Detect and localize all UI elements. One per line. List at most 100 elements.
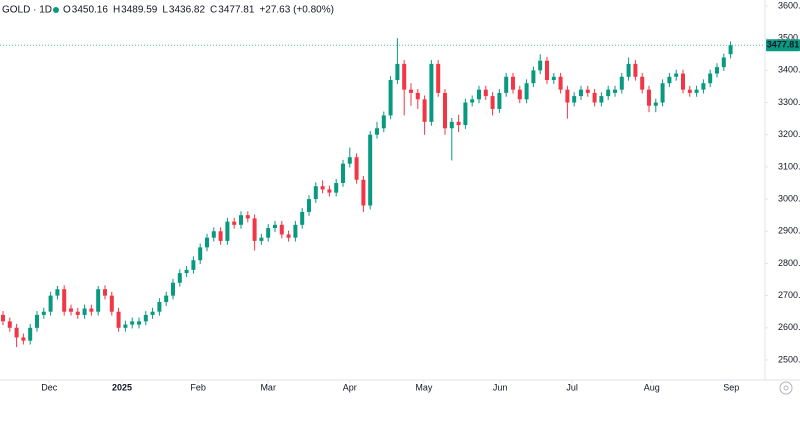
candle-body: [354, 157, 359, 180]
candle-body: [531, 70, 536, 84]
candle-body: [340, 163, 345, 183]
candle-body: [449, 121, 454, 129]
last-price-badge: [766, 39, 800, 52]
candle-body: [130, 321, 135, 325]
candle-body: [14, 327, 19, 338]
candle-body: [626, 63, 631, 77]
candle-body: [687, 89, 692, 93]
x-tick-label: Aug: [644, 382, 660, 392]
candle-body: [544, 60, 549, 81]
candle-body: [21, 337, 26, 341]
candle-body: [599, 96, 604, 103]
candle-body: [286, 234, 291, 238]
ohlc-key: H: [113, 5, 120, 16]
candle-body: [238, 215, 243, 225]
candle-body: [646, 89, 651, 106]
candle-body: [75, 311, 80, 315]
ohlc-value: 3489.59: [121, 5, 158, 16]
candle-body: [320, 186, 325, 190]
candle-body: [327, 189, 332, 193]
candle-body: [55, 289, 60, 296]
candle-body: [612, 89, 617, 93]
candle-body: [374, 128, 379, 135]
candle-body: [96, 289, 101, 312]
candle-body: [313, 186, 318, 200]
y-tick-label: 3500.00: [778, 33, 800, 43]
candle-body: [48, 295, 53, 312]
candle-body: [232, 221, 237, 225]
candle-body: [89, 308, 94, 312]
candle-body: [674, 73, 679, 77]
candle-body: [517, 89, 522, 100]
candle-body: [395, 63, 400, 81]
candle-body: [143, 314, 148, 322]
candle-body: [266, 228, 271, 238]
ohlc-value: 3450.16: [72, 5, 109, 16]
candle-body: [306, 199, 311, 212]
candle-body: [497, 92, 502, 109]
settings-icon-core: [783, 385, 789, 391]
candle-body: [0, 314, 5, 322]
y-tick-label: 2900.00: [778, 226, 800, 236]
x-tick-label: 2025: [112, 382, 132, 392]
candle-body: [184, 269, 189, 274]
ohlc-key: L: [162, 5, 168, 16]
candle-body: [368, 134, 373, 206]
candle-body: [592, 92, 597, 103]
x-tick-label: Dec: [41, 382, 58, 392]
x-tick-label: Jul: [566, 382, 578, 392]
candle-body: [619, 76, 624, 90]
candle-body: [116, 311, 121, 328]
candle-body: [157, 302, 162, 312]
y-tick-label: 3000.00: [778, 193, 800, 203]
candle-body: [470, 99, 475, 103]
candle-body: [41, 311, 46, 315]
candle-body: [708, 73, 713, 84]
candle-body: [728, 45, 733, 55]
ohlc-value: 3436.82: [169, 5, 206, 16]
last-price-label: 3477.81: [767, 40, 800, 50]
candle-body: [300, 211, 305, 225]
candle-body: [170, 282, 175, 296]
candle-body: [490, 96, 495, 109]
settings-icon[interactable]: [779, 381, 793, 395]
candle-body: [640, 76, 645, 90]
candle-body: [483, 89, 488, 97]
candle-body: [62, 289, 67, 312]
candle-body: [191, 260, 196, 270]
candle-body: [136, 321, 141, 325]
candle-body: [476, 89, 481, 100]
ohlc-value: 3477.81: [218, 5, 255, 16]
legend-header: GOLD · 1D O 3450.16 H 3489.59 L 3436.82 C 3477.…: [2, 5, 334, 16]
candle-body: [422, 99, 427, 122]
y-tick-label: 2500.00: [778, 354, 800, 364]
candle-body: [606, 89, 611, 97]
candle-body: [150, 311, 155, 315]
candle-body: [436, 63, 441, 93]
candle-body: [701, 83, 706, 90]
candle-body: [218, 231, 223, 241]
symbol: GOLD · 1D: [2, 5, 52, 16]
y-tick-label: 3100.00: [778, 161, 800, 171]
change: +27.63 (+0.80%): [259, 5, 334, 16]
candle-body: [415, 92, 420, 100]
candle-body: [578, 89, 583, 97]
candle-body: [653, 102, 658, 106]
candle-body: [388, 80, 393, 116]
candle-body: [524, 83, 529, 100]
y-tick-label: 2600.00: [778, 322, 800, 332]
candle-body: [714, 67, 719, 74]
candle-body: [102, 289, 107, 296]
candle-body: [28, 327, 33, 341]
candle-body: [34, 314, 39, 328]
candle-body: [109, 295, 114, 312]
y-tick-label: 2800.00: [778, 258, 800, 268]
status-dot: [53, 7, 59, 13]
y-tick-label: 3300.00: [778, 97, 800, 107]
candle-body: [198, 247, 203, 261]
y-tick-label: 3400.00: [778, 65, 800, 75]
candle-body: [211, 231, 216, 238]
candle-body: [572, 96, 577, 103]
x-tick-label: Sep: [723, 382, 739, 392]
